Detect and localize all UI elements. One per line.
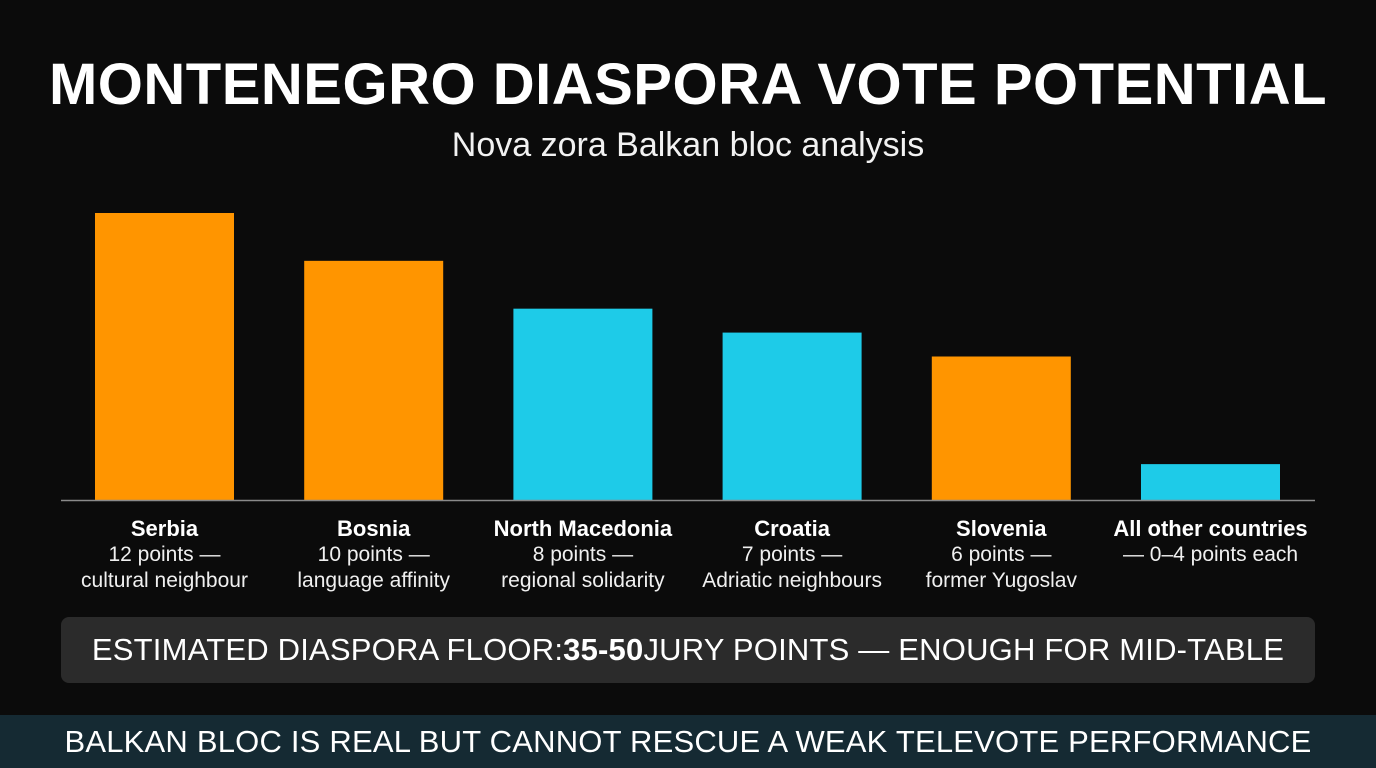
category-name: Serbia: [130, 516, 199, 541]
diaspora-floor-banner: ESTIMATED DIASPORA FLOOR: 35-50 JURY POI…: [61, 617, 1315, 683]
bar-serbia: [95, 213, 234, 500]
category-name: Slovenia: [956, 516, 1047, 541]
footer-banner: BALKAN BLOC IS REAL BUT CANNOT RESCUE A …: [0, 715, 1376, 768]
footer-text: BALKAN BLOC IS REAL BUT CANNOT RESCUE A …: [64, 723, 1312, 759]
category-description: Adriatic neighbours: [702, 569, 882, 592]
category-description: 8 points —: [532, 543, 634, 566]
bar-bosnia: [304, 260, 444, 500]
floor-prefix: ESTIMATED DIASPORA FLOOR:: [91, 632, 564, 667]
category-label: All other countries — 0–4 points each: [1106, 516, 1316, 568]
category-name: Croatia: [754, 516, 830, 541]
category-description: former Yugoslav: [925, 569, 1077, 592]
category-description: 12 points —: [108, 543, 221, 566]
category-label: Croatia 7 points — Adriatic neighbours: [687, 516, 897, 594]
bar-north-macedonia: [513, 308, 653, 500]
category-description: 10 points —: [317, 543, 430, 566]
floor-suffix: JURY POINTS — ENOUGH FOR MID-TABLE: [643, 632, 1285, 667]
category-label: Slovenia 6 points — former Yugoslav: [896, 516, 1106, 594]
chart-title: MONTENEGRO DIASPORA VOTE POTENTIAL: [48, 52, 1328, 117]
category-name: Bosnia: [337, 516, 411, 541]
category-name: North Macedonia: [493, 516, 673, 541]
category-description: 7 points —: [741, 543, 843, 566]
category-description: regional solidarity: [501, 569, 665, 592]
category-label: Serbia 12 points — cultural neighbour: [60, 516, 270, 594]
category-description: language affinity: [297, 569, 450, 592]
category-description: 6 points —: [951, 543, 1052, 566]
bar-slovenia: [931, 356, 1071, 500]
category-label: Bosnia 10 points — language affinity: [269, 516, 479, 594]
floor-highlight: 35-50: [563, 632, 644, 667]
category-name: All other countries: [1113, 516, 1308, 541]
bar-all-other-countries: [1141, 464, 1280, 500]
category-description: cultural neighbour: [81, 569, 248, 592]
chart-subtitle: Nova zora Balkan bloc analysis: [451, 126, 925, 164]
category-description: — 0–4 points each: [1122, 543, 1299, 566]
category-label: North Macedonia 8 points — regional solida…: [478, 516, 688, 594]
bar-croatia: [722, 332, 862, 500]
